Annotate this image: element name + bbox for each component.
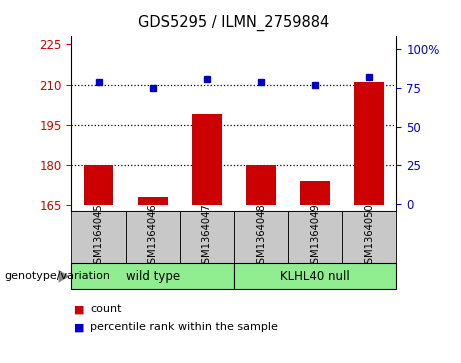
Bar [342,211,396,263]
Text: wild type: wild type [126,270,180,283]
Bar [192,114,222,205]
Text: GSM1364048: GSM1364048 [256,204,266,270]
Text: GSM1364050: GSM1364050 [364,204,374,270]
Text: GDS5295 / ILMN_2759884: GDS5295 / ILMN_2759884 [138,15,330,31]
Bar [300,181,330,205]
Bar [355,82,384,205]
Bar [234,263,396,289]
Bar [180,211,234,263]
Text: GSM1364046: GSM1364046 [148,204,158,270]
Bar [71,263,234,289]
Bar [138,197,168,205]
Text: ■: ■ [74,322,84,333]
Bar [246,165,276,205]
Text: KLHL40 null: KLHL40 null [280,270,350,283]
Bar [71,211,125,263]
Bar [125,211,180,263]
Bar [288,211,342,263]
Text: genotype/variation: genotype/variation [5,271,111,281]
Text: GSM1364049: GSM1364049 [310,204,320,270]
Text: ■: ■ [74,304,84,314]
Text: count: count [90,304,121,314]
Text: GSM1364047: GSM1364047 [202,204,212,270]
Text: GSM1364045: GSM1364045 [94,204,104,270]
Text: percentile rank within the sample: percentile rank within the sample [90,322,278,333]
Polygon shape [59,270,69,283]
Bar [234,211,288,263]
Bar [83,165,113,205]
